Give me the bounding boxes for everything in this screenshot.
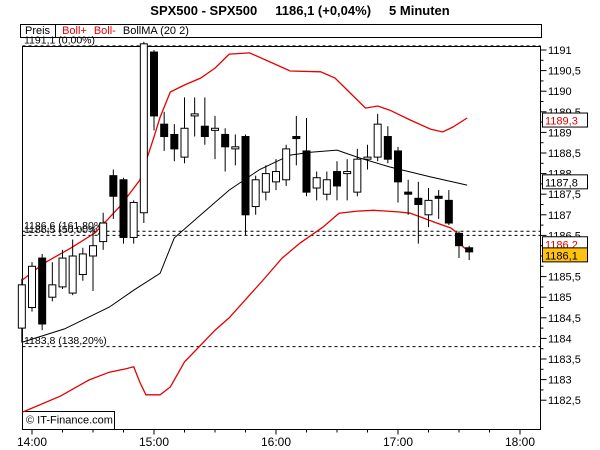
candle-body-up: [139, 43, 148, 214]
legend-indicators: Boll+ Boll- BollMA (20 2): [56, 24, 189, 37]
candle-body-up: [261, 173, 270, 193]
candle-body-down: [404, 191, 413, 195]
candle-body-up: [373, 123, 382, 158]
price-marker-value: 1189,3: [545, 116, 578, 128]
candle-body-down: [302, 150, 311, 193]
watermark-box: [22, 411, 115, 430]
y-axis-label: 1184: [548, 333, 572, 345]
candle-body-up: [363, 156, 372, 160]
indicator-legend: Preis Boll+ Boll- BollMA (20 2): [20, 24, 542, 38]
candle-body-down: [434, 195, 443, 199]
y-axis-label: 1184,5: [548, 313, 581, 325]
candle-body-up: [180, 127, 189, 158]
candle-body-down: [241, 136, 250, 216]
y-axis-label: 1190: [548, 86, 572, 98]
x-axis-label: 15:00: [139, 435, 169, 449]
fib-level-label: 1186,5 (50,00%): [24, 224, 101, 236]
candle-body-up: [190, 113, 199, 117]
candle-body-up: [17, 284, 26, 329]
watermark-text: © IT-Finance.com: [26, 415, 113, 427]
chart-title: SPX500 - SPX500 1186,1 (+0,04%) 5 Minuten: [0, 3, 600, 18]
candle-body-up: [78, 253, 87, 276]
price-marker-box-red: [542, 112, 588, 128]
y-axis-label: 1189: [548, 127, 572, 139]
candle-body-down: [160, 123, 169, 138]
candle-body-down: [170, 133, 179, 150]
candle-body-down: [150, 51, 158, 117]
candle-body-down: [109, 175, 118, 197]
legend-boll-plus[interactable]: Boll+: [62, 24, 87, 37]
candle-body-up: [343, 171, 352, 175]
fib-level-label: 1186,6 (161,80%): [24, 220, 107, 232]
fib-level-label: 1191,1 (0,00%): [24, 34, 95, 46]
candle-body-down: [465, 247, 474, 253]
y-axis-label: 1183,5: [548, 354, 581, 366]
candle-body-down: [221, 133, 230, 148]
candle-body-down: [383, 136, 392, 160]
price-marker-value: 1187,8: [545, 177, 578, 189]
y-axis-label: 1191: [548, 45, 572, 57]
y-axis-label: 1182,5: [548, 395, 581, 407]
candle-body-up: [282, 148, 291, 181]
y-axis-label: 1187,5: [548, 189, 581, 201]
fib-level-label: 1183,8 (138,20%): [24, 335, 107, 347]
legend-price-label: Preis: [25, 24, 51, 37]
price-marker-value: 1186,1: [545, 250, 578, 262]
candle-body-up: [68, 255, 77, 294]
legend-boll-minus[interactable]: Boll-: [93, 24, 116, 37]
legend-price[interactable]: Preis: [21, 24, 57, 37]
x-axis-label: 14:00: [17, 435, 47, 449]
candle-body-down: [119, 179, 128, 238]
candle-body-up: [211, 127, 219, 131]
candle-body-up: [353, 158, 362, 193]
candle-body-up: [48, 284, 57, 298]
candle-body-down: [292, 136, 301, 140]
candle-body-down: [333, 171, 341, 187]
plot-border: [22, 46, 541, 430]
y-axis-label: 1183: [548, 375, 572, 387]
candle-body-up: [99, 222, 108, 243]
candle-body-up: [272, 171, 280, 183]
price-marker-box-plain: [542, 174, 588, 190]
symbol-name: SPX500 - SPX500: [150, 3, 258, 18]
candle-body-up: [231, 146, 240, 150]
x-axis-label: 17:00: [383, 435, 413, 449]
candle-body-up: [251, 179, 260, 208]
candle-body-down: [38, 257, 47, 325]
candle-body-up: [28, 265, 36, 308]
candle-body-down: [200, 125, 209, 138]
timeframe-label: 5 Minuten: [389, 3, 450, 18]
candle-body-up: [424, 199, 433, 216]
y-axis-label: 1185,5: [548, 272, 581, 284]
last-quote: 1186,1 (+0,04%): [275, 3, 372, 18]
y-axis-label: 1187: [548, 210, 572, 222]
y-axis-label: 1190,5: [548, 66, 581, 78]
y-axis-label: 1188,5: [548, 148, 581, 160]
candle-body-up: [312, 177, 321, 189]
legend-bollma[interactable]: BollMA (20 2): [122, 24, 189, 37]
y-axis-label: 1185: [548, 292, 572, 304]
candle-body-down: [455, 232, 463, 247]
x-axis-label: 18:00: [505, 435, 535, 449]
x-axis-label: 16:00: [261, 435, 291, 449]
candle-body-down: [394, 150, 402, 183]
price-marker-box-current: [542, 247, 588, 263]
candle-body-down: [414, 197, 423, 206]
candle-body-up: [129, 201, 138, 238]
candle-body-up: [58, 257, 67, 288]
candle-body-down: [444, 199, 453, 224]
candle-body-up: [322, 179, 331, 195]
candle-body-up: [89, 245, 97, 257]
bollinger-lower-band: [22, 209, 468, 413]
